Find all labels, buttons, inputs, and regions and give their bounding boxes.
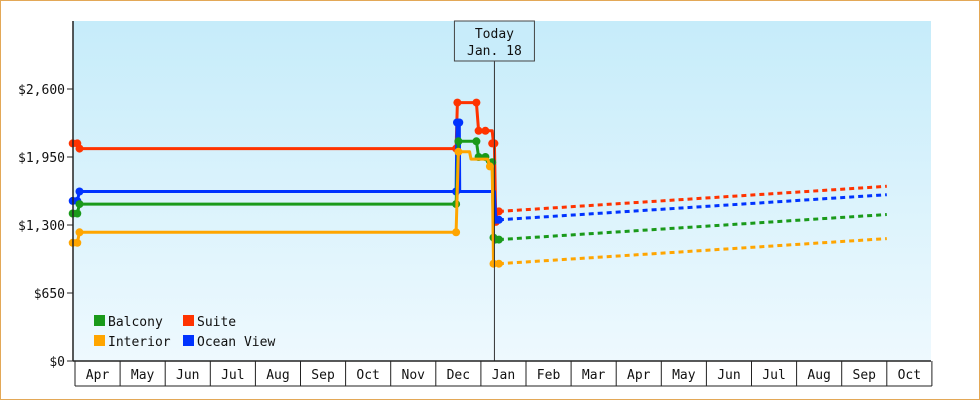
month-label-6: Oct xyxy=(356,368,379,383)
legend-swatch-0 xyxy=(94,315,105,326)
series-3-forecast-line xyxy=(498,237,887,266)
legend: Balcony Suite Interior Ocean View xyxy=(94,315,275,350)
series-1-forecast-line xyxy=(498,193,887,222)
series-3-point-1 xyxy=(73,238,82,247)
y-tick-label-2: $1,300 xyxy=(18,219,65,234)
legend-swatch-2 xyxy=(94,335,105,346)
series-3-point-2 xyxy=(75,228,84,237)
y-tick-label-4: $2,600 xyxy=(18,83,65,98)
today-marker: Today Jan. 18 xyxy=(453,20,535,361)
month-label-1: May xyxy=(131,368,155,383)
series-0-point-4 xyxy=(453,98,462,107)
month-label-2: Jun xyxy=(176,368,199,383)
series-0-point-6 xyxy=(474,126,483,135)
month-label-8: Dec xyxy=(447,368,470,383)
y-tick-label-1: $650 xyxy=(34,287,65,302)
series-0-forecast-line xyxy=(498,184,887,213)
series-3-point-3 xyxy=(452,228,461,237)
series-2-forecast-line xyxy=(498,213,887,242)
month-label-5: Sep xyxy=(311,368,335,383)
month-label-11: Mar xyxy=(582,368,606,383)
series-3-point-5 xyxy=(485,162,494,171)
month-label-14: Jun xyxy=(717,368,740,383)
today-label-date: Jan. 18 xyxy=(467,44,522,59)
legend-label-2: Interior xyxy=(108,335,171,350)
month-label-10: Feb xyxy=(537,368,561,383)
legend-swatch-3 xyxy=(183,335,194,346)
legend-label-3: Ocean View xyxy=(197,335,275,350)
series-3-point-4 xyxy=(454,147,463,156)
series-1-point-5 xyxy=(455,118,464,127)
legend-label-1: Suite xyxy=(197,315,236,330)
series-1-point-7 xyxy=(494,215,503,224)
series-2-point-2 xyxy=(75,200,84,209)
series-2-point-5 xyxy=(472,137,481,146)
series-2-point-4 xyxy=(454,137,463,146)
month-label-7: Nov xyxy=(402,368,426,383)
month-label-16: Aug xyxy=(807,368,830,383)
series-0-point-7 xyxy=(481,126,490,135)
month-label-12: Apr xyxy=(627,368,651,383)
month-label-9: Jan xyxy=(492,368,515,383)
series-0-point-5 xyxy=(472,98,481,107)
series-2-point-1 xyxy=(73,209,82,218)
legend-swatch-1 xyxy=(183,315,194,326)
axes-group: $0 $650 $1,300 $1,950 $2,600 Apr May Jun Jul Aug S… xyxy=(18,21,933,387)
month-label-15: Jul xyxy=(762,368,785,383)
y-tick-label-3: $1,950 xyxy=(18,151,65,166)
month-label-13: May xyxy=(672,368,696,383)
y-tick-label-0: $0 xyxy=(49,355,65,370)
today-box xyxy=(453,20,535,62)
month-label-18: Oct xyxy=(898,368,921,383)
today-label-line1: Today xyxy=(475,27,514,42)
series-2-point-11 xyxy=(494,235,503,244)
series-1-point-2 xyxy=(75,187,84,196)
month-label-0: Apr xyxy=(86,368,110,383)
series-group xyxy=(68,98,887,268)
series-3-point-7 xyxy=(494,259,503,268)
month-label-4: Aug xyxy=(266,368,289,383)
month-label-3: Jul xyxy=(221,368,244,383)
series-0-point-2 xyxy=(75,144,84,153)
legend-label-0: Balcony xyxy=(108,315,163,330)
month-label-17: Sep xyxy=(853,368,877,383)
